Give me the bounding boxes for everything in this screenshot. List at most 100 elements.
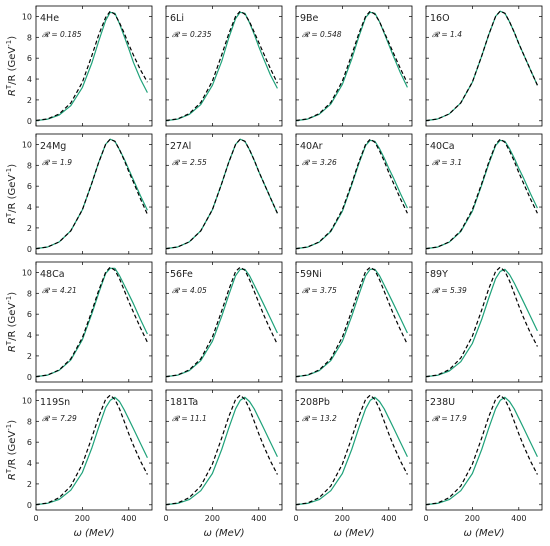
axes-frame	[35, 5, 153, 127]
nucleus-label: 238U	[430, 397, 455, 408]
panel-40ca: 40Ca 𝓡 = 3.1	[425, 133, 543, 255]
axes-frame	[425, 261, 543, 383]
x-tick-label: 200	[75, 514, 90, 523]
ratio-label: 𝓡 = 0.548	[302, 30, 342, 39]
x-tick-label: 0	[423, 514, 428, 523]
dashed-curve	[35, 10, 148, 122]
solid-curve	[165, 11, 278, 122]
y-axis-title: RT/R (GeV-1)	[5, 292, 18, 352]
axes-frame	[165, 133, 283, 255]
y-tick-label: 10	[22, 12, 32, 21]
panel-119sn: 0 200 400 0 2 4 6 8 10 119Sn 𝓡 = 7.29 RT/R (GeV-1) ω…	[5, 389, 153, 539]
nucleus-label: 119Sn	[40, 397, 70, 408]
axes-frame	[295, 5, 413, 127]
x-axis-title: ω (MeV)	[334, 528, 375, 539]
dashed-curve	[165, 10, 278, 122]
dashed-curve	[425, 138, 538, 250]
dashed-curve	[425, 394, 538, 506]
panel-56fe: 56Fe 𝓡 = 4.05	[165, 261, 283, 383]
ratio-label: 𝓡 = 3.1	[432, 158, 462, 167]
y-tick-label: 6	[27, 182, 32, 191]
panel-48ca: 0 2 4 6 8 10 48Ca 𝓡 = 4.21 RT/R (GeV-1)	[5, 261, 153, 383]
solid-curve	[165, 396, 278, 506]
y-tick-label: 8	[27, 289, 32, 298]
panel-59ni: 59Ni 𝓡 = 3.75	[295, 261, 413, 383]
ratio-label: 𝓡 = 17.9	[432, 414, 467, 423]
solid-curve	[295, 268, 408, 378]
nucleus-label: 6Li	[170, 13, 184, 24]
x-tick-label: 200	[205, 514, 220, 523]
ratio-label: 𝓡 = 4.05	[172, 286, 207, 295]
x-tick-label: 200	[465, 514, 480, 523]
y-tick-label: 8	[27, 33, 32, 42]
nucleus-label: 40Ar	[300, 141, 323, 152]
nucleus-label: 48Ca	[40, 269, 65, 280]
dashed-curve	[295, 138, 408, 250]
y-tick-label: 2	[27, 352, 32, 361]
axes-frame	[165, 389, 283, 511]
y-tick-label: 4	[27, 203, 32, 212]
y-tick-label: 0	[27, 501, 32, 510]
ratio-label: 𝓡 = 2.55	[172, 158, 207, 167]
ratio-label: 𝓡 = 1.9	[42, 158, 72, 167]
axes-frame	[35, 261, 153, 383]
nucleus-label: 181Ta	[170, 397, 198, 408]
dashed-curve	[165, 266, 278, 378]
panel-24mg: 0 2 4 6 8 10 24Mg 𝓡 = 1.9 RT/R (GeV-1)	[5, 133, 153, 255]
nucleus-label: 16O	[430, 13, 450, 24]
y-tick-label: 8	[27, 161, 32, 170]
x-axis-title: ω (MeV)	[74, 528, 115, 539]
solid-curve	[165, 138, 278, 250]
x-tick-label: 200	[335, 514, 350, 523]
nucleus-label: 208Pb	[300, 397, 330, 408]
ratio-label: 𝓡 = 5.39	[432, 286, 467, 295]
solid-curve	[295, 139, 408, 250]
nucleus-label: 89Y	[430, 269, 448, 280]
y-tick-label: 2	[27, 480, 32, 489]
axes-frame	[35, 133, 153, 255]
axes-frame	[165, 5, 283, 127]
panel-238u: 0 200 400 238U 𝓡 = 17.9 ω (MeV)	[423, 389, 543, 539]
x-tick-label: 0	[33, 514, 38, 523]
solid-curve	[165, 268, 278, 378]
ratio-label: 𝓡 = 7.29	[42, 414, 77, 423]
solid-curve	[425, 10, 538, 122]
axes-frame	[425, 389, 543, 511]
y-tick-label: 2	[27, 96, 32, 105]
ratio-label: 𝓡 = 3.75	[302, 286, 337, 295]
dashed-curve	[295, 10, 408, 122]
panel-4he: 0 2 4 6 8 10 4He 𝓡 = 0.185 RT/R (GeV-1)	[5, 5, 153, 127]
x-tick-label: 400	[511, 514, 526, 523]
solid-curve	[295, 396, 408, 506]
y-tick-label: 10	[22, 396, 32, 405]
panel-16o: 16O 𝓡 = 1.4	[425, 5, 543, 127]
x-tick-label: 0	[293, 514, 298, 523]
ratio-label: 𝓡 = 1.4	[432, 30, 462, 39]
solid-curve	[35, 138, 148, 250]
axes-frame	[295, 261, 413, 383]
solid-curve	[425, 139, 538, 250]
y-tick-label: 4	[27, 331, 32, 340]
panel-9be: 9Be 𝓡 = 0.548	[295, 5, 413, 127]
ratio-label: 𝓡 = 11.1	[172, 414, 207, 423]
dashed-curve	[165, 138, 278, 250]
x-tick-label: 0	[163, 514, 168, 523]
dashed-curve	[35, 394, 148, 506]
x-tick-label: 400	[121, 514, 136, 523]
dashed-curve	[425, 10, 538, 122]
ratio-label: 𝓡 = 4.21	[42, 286, 77, 295]
axes-frame	[295, 389, 413, 511]
panel-27al: 27Al 𝓡 = 2.55	[165, 133, 283, 255]
nucleus-label: 4He	[40, 13, 59, 24]
panel-181ta: 0 200 400 181Ta 𝓡 = 11.1 ω (MeV)	[163, 389, 283, 539]
y-axis-title: RT/R (GeV-1)	[5, 164, 18, 224]
axes-frame	[165, 261, 283, 383]
axes-frame	[295, 133, 413, 255]
y-tick-label: 2	[27, 224, 32, 233]
panel-6li: 6Li 𝓡 = 0.235	[165, 5, 283, 127]
y-tick-label: 10	[22, 268, 32, 277]
dashed-curve	[295, 266, 408, 378]
y-tick-label: 4	[27, 459, 32, 468]
nucleus-label: 56Fe	[170, 269, 193, 280]
y-axis-title: RT/R (GeV-1)	[5, 36, 18, 96]
